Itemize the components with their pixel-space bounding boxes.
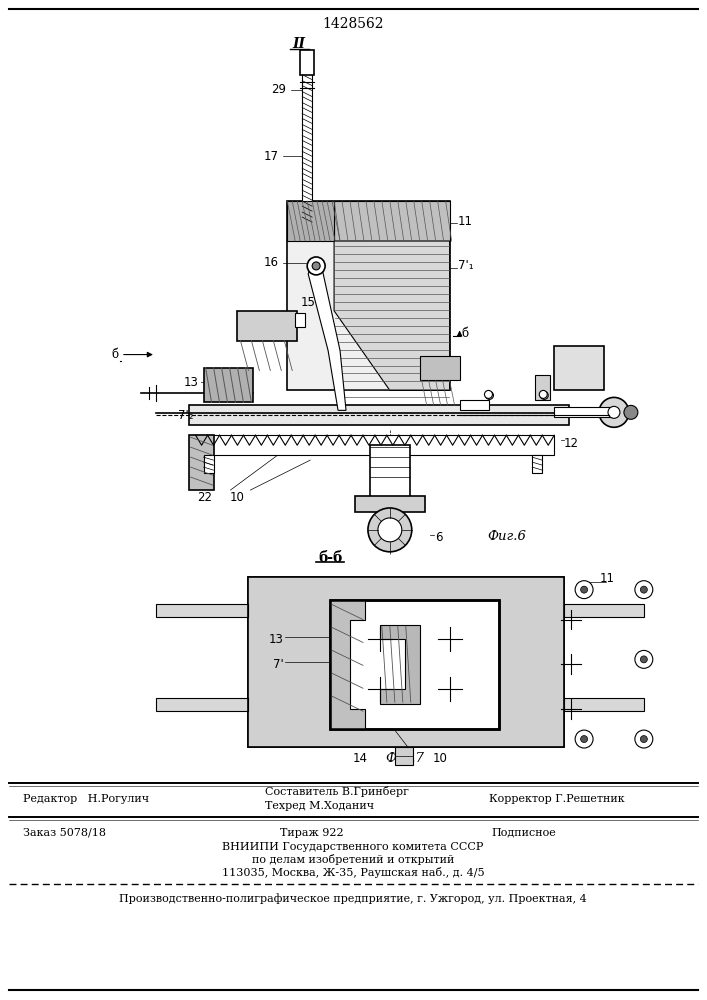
Circle shape	[580, 736, 588, 743]
Bar	[248, 577, 564, 600]
Circle shape	[540, 391, 548, 399]
Bar	[204, 368, 253, 402]
Text: 7'₂: 7'₂	[178, 409, 194, 422]
Circle shape	[608, 406, 620, 418]
Polygon shape	[334, 241, 450, 390]
Bar	[499, 600, 564, 729]
Circle shape	[635, 730, 653, 748]
Circle shape	[635, 581, 653, 599]
Circle shape	[486, 391, 493, 399]
Text: по делам изобретений и открытий: по делам изобретений и открытий	[252, 854, 454, 865]
Bar	[532, 455, 542, 473]
Text: Составитель В.Гринберг: Составитель В.Гринберг	[265, 786, 409, 797]
Text: 113035, Москва, Ж-35, Раушская наб., д. 4/5: 113035, Москва, Ж-35, Раушская наб., д. …	[222, 867, 484, 878]
Text: Фиг.6: Фиг.6	[487, 530, 526, 543]
Text: Подписное: Подписное	[491, 828, 556, 838]
Bar	[535, 375, 550, 400]
Polygon shape	[330, 600, 365, 729]
Bar	[196, 435, 554, 455]
Text: 13: 13	[269, 633, 284, 646]
Polygon shape	[308, 269, 346, 410]
Circle shape	[312, 262, 320, 270]
Text: Редактор   Н.Рогулич: Редактор Н.Рогулич	[23, 794, 149, 804]
Text: 53: 53	[246, 320, 261, 333]
Text: б-б: б-б	[318, 551, 342, 565]
Text: 16: 16	[263, 256, 279, 269]
Bar	[460, 400, 489, 410]
Bar	[334, 201, 450, 241]
Circle shape	[599, 397, 629, 427]
Text: 15: 15	[300, 296, 315, 309]
Text: 6: 6	[435, 531, 442, 544]
Bar	[204, 455, 214, 473]
Text: 14: 14	[353, 752, 368, 765]
Text: Заказ 5078/18: Заказ 5078/18	[23, 828, 106, 838]
Text: II: II	[293, 37, 305, 51]
Bar	[248, 577, 564, 747]
Text: 74: 74	[424, 364, 439, 377]
Text: 17: 17	[263, 150, 279, 163]
Circle shape	[624, 405, 638, 419]
Circle shape	[307, 257, 325, 275]
Text: 11: 11	[457, 215, 472, 228]
Bar	[189, 405, 569, 425]
Bar	[287, 201, 334, 241]
Text: Тираж 922: Тираж 922	[280, 828, 344, 838]
Text: 22: 22	[197, 491, 212, 504]
Bar	[248, 600, 330, 729]
Circle shape	[635, 650, 653, 668]
Bar	[564, 604, 644, 617]
Bar	[248, 577, 564, 747]
Circle shape	[575, 730, 593, 748]
Text: 12: 12	[564, 437, 579, 450]
Bar	[395, 747, 413, 765]
Bar	[238, 311, 297, 341]
Text: 7'₁: 7'₁	[457, 259, 473, 272]
Text: 10: 10	[230, 491, 245, 504]
Text: 7': 7'	[272, 658, 284, 671]
Bar	[156, 604, 248, 617]
Polygon shape	[380, 625, 420, 704]
Bar	[189, 435, 214, 490]
Text: 10: 10	[432, 752, 447, 765]
Bar	[300, 50, 314, 75]
Circle shape	[378, 518, 402, 542]
Bar	[330, 600, 499, 729]
Bar	[554, 346, 604, 390]
Circle shape	[641, 656, 648, 663]
Bar	[355, 496, 425, 512]
Text: Корректор Г.Решетник: Корректор Г.Решетник	[489, 794, 625, 804]
Circle shape	[539, 390, 547, 398]
Bar	[370, 445, 410, 500]
Circle shape	[575, 581, 593, 599]
Text: б: б	[462, 327, 469, 340]
Bar	[156, 698, 248, 711]
Bar	[420, 356, 460, 380]
Bar	[302, 67, 312, 231]
Circle shape	[368, 508, 411, 552]
Text: Фиг.7: Фиг.7	[385, 752, 423, 765]
Text: Производственно-полиграфическое предприятие, г. Ужгород, ул. Проектная, 4: Производственно-полиграфическое предприя…	[119, 893, 587, 904]
Bar	[248, 729, 564, 747]
Bar	[564, 698, 644, 711]
Text: ВНИИПИ Государственного комитета СССР: ВНИИПИ Государственного комитета СССР	[222, 842, 484, 852]
Circle shape	[484, 390, 493, 398]
Bar	[296, 313, 305, 327]
Bar	[287, 201, 450, 390]
Text: 11: 11	[600, 572, 614, 585]
Text: Техред М.Ходанич: Техред М.Ходанич	[265, 801, 375, 811]
Text: 13: 13	[184, 376, 199, 389]
Circle shape	[641, 586, 648, 593]
Text: 1428562: 1428562	[322, 17, 384, 31]
Circle shape	[580, 586, 588, 593]
Text: 29: 29	[271, 83, 286, 96]
Circle shape	[641, 736, 648, 743]
Bar	[554, 407, 614, 417]
Bar	[330, 600, 499, 729]
Text: б: б	[112, 348, 119, 361]
